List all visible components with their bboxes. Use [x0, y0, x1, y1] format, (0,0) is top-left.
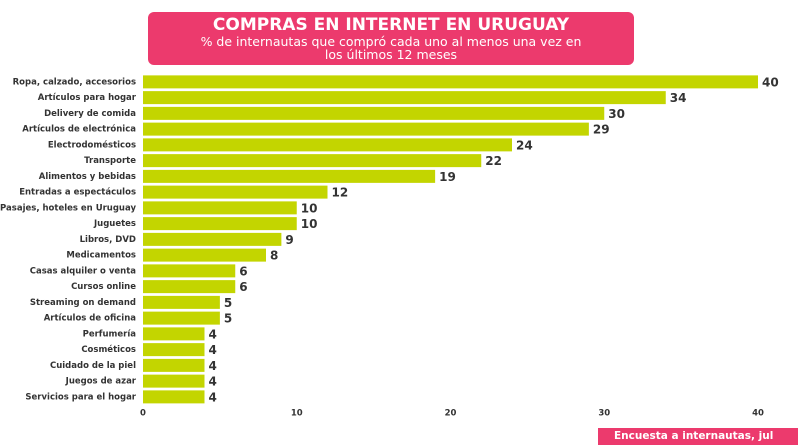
y-tick-label: Transporte	[84, 156, 136, 166]
value-label: 10	[301, 217, 318, 231]
value-label: 6	[239, 264, 247, 278]
value-label: 4	[209, 359, 217, 373]
bar	[143, 169, 436, 183]
value-label: 5	[224, 312, 232, 326]
value-label: 6	[239, 280, 247, 294]
y-tick-label: Cuidado de la piel	[50, 361, 136, 371]
value-label: 29	[593, 123, 610, 137]
value-label: 12	[332, 186, 349, 200]
y-tick-label: Artículos de electrónica	[22, 124, 136, 135]
y-tick-label: Artículos de oficina	[44, 314, 137, 324]
value-label: 22	[485, 154, 502, 168]
chart-subtitle: % de internautas que compró cada uno al …	[200, 34, 582, 62]
y-tick-label: Casas alquiler o venta	[30, 266, 137, 276]
bar	[143, 75, 758, 89]
y-tick-label: Cosméticos	[81, 344, 136, 355]
bar	[143, 122, 589, 136]
y-tick-label: Ropa, calzado, accesorios	[13, 77, 136, 87]
x-tick-label: 30	[598, 408, 610, 418]
y-tick-label: Libros, DVD	[80, 235, 136, 245]
bar	[143, 201, 297, 215]
bar	[143, 154, 482, 168]
bar	[143, 343, 205, 357]
x-tick-label: 0	[140, 408, 146, 418]
x-tick-label: 40	[752, 408, 764, 418]
bar	[143, 248, 266, 262]
bar	[143, 138, 512, 152]
y-tick-label: Delivery de comida	[44, 109, 136, 119]
y-tick-label: Juegos de azar	[65, 377, 137, 387]
bar	[143, 232, 282, 246]
bar	[143, 327, 205, 341]
value-label: 4	[209, 390, 217, 404]
x-tick-label: 20	[445, 408, 457, 418]
value-label: 34	[670, 91, 687, 105]
x-tick-label: 10	[291, 408, 303, 418]
y-tick-label: Artículos para hogar	[38, 93, 137, 103]
value-label: 24	[516, 138, 533, 152]
header-box: COMPRAS EN INTERNET EN URUGUAY % de inte…	[148, 12, 634, 65]
bar	[143, 217, 297, 231]
y-tick-label: Medicamentos	[66, 251, 136, 261]
bar	[143, 264, 236, 278]
bar	[143, 358, 205, 372]
bar	[143, 390, 205, 404]
chart-title: COMPRAS EN INTERNET EN URUGUAY	[212, 15, 570, 35]
bar	[143, 374, 205, 388]
bar	[143, 185, 328, 199]
bar	[143, 295, 220, 309]
value-label: 8	[270, 249, 278, 263]
y-tick-label: Electrodomésticos	[48, 139, 136, 150]
y-tick-label: Juguetes	[93, 219, 136, 229]
value-label: 4	[209, 343, 217, 357]
value-label: 5	[224, 296, 232, 310]
value-label: 19	[439, 170, 456, 184]
y-tick-label: Streaming on demand	[30, 298, 136, 308]
y-tick-label: Perfumería	[83, 329, 137, 339]
value-label: 40	[762, 75, 779, 89]
value-label: 4	[209, 375, 217, 389]
bar	[143, 311, 220, 325]
value-label: 4	[209, 327, 217, 341]
bar	[143, 106, 605, 120]
y-tick-label: Cursos online	[71, 282, 136, 292]
value-label: 10	[301, 201, 318, 215]
value-label: 9	[285, 233, 293, 247]
y-tick-label: Entradas a espectáculos	[19, 188, 136, 198]
y-tick-label: Alimentos y bebidas	[39, 172, 136, 182]
bar	[143, 280, 236, 294]
bar	[143, 91, 666, 105]
y-tick-label: Pasajes, hoteles en Uruguay	[0, 203, 136, 213]
y-tick-label: Servicios para el hogar	[25, 392, 136, 402]
value-label: 30	[608, 107, 625, 121]
source: Encuesta a internautas, jul 2020	[598, 428, 798, 445]
